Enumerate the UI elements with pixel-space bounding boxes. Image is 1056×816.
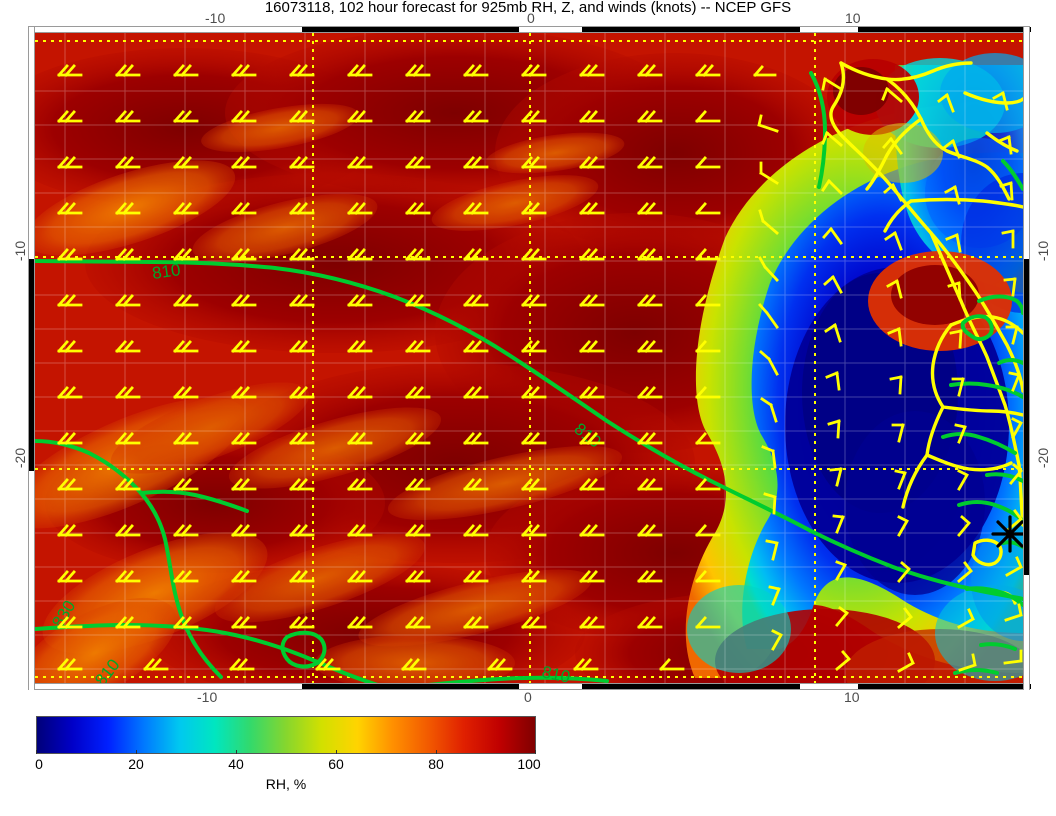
colorbar-label-20: 20 bbox=[128, 756, 144, 772]
rh-shading-northeast bbox=[827, 53, 1023, 351]
x-tick-bottom-1: 0 bbox=[524, 689, 532, 705]
colorbar-tick bbox=[36, 750, 37, 754]
colorbar-label-60: 60 bbox=[328, 756, 344, 772]
x-tick-bottom-2: 10 bbox=[844, 689, 860, 705]
colorbar-tick bbox=[236, 750, 237, 754]
axis-border-right bbox=[1023, 26, 1030, 691]
colorbar-axis-title: RH, % bbox=[265, 776, 307, 792]
colorbar-tick bbox=[436, 750, 437, 754]
axis-border-top bbox=[28, 26, 1031, 33]
x-tick-top-2: 10 bbox=[845, 10, 861, 26]
x-tick-top-0: -10 bbox=[205, 10, 226, 26]
colorbar-tick bbox=[336, 750, 337, 754]
colorbar bbox=[36, 716, 536, 754]
station-marker-icon bbox=[991, 515, 1023, 553]
y-tick-right-0: -10 bbox=[1035, 240, 1051, 262]
colorbar-label-40: 40 bbox=[228, 756, 244, 772]
y-tick-right-1: -20 bbox=[1035, 447, 1051, 469]
wind-barb-field bbox=[57, 64, 1023, 673]
geopotential-height-contours bbox=[35, 71, 1023, 683]
page-title: 16073118, 102 hour forecast for 925mb RH… bbox=[264, 0, 792, 16]
map-plot-area[interactable]: 810 810 830 810 810 bbox=[35, 33, 1023, 683]
colorbar-label-100: 100 bbox=[517, 756, 541, 772]
x-tick-bottom-0: -10 bbox=[197, 689, 218, 705]
colorbar-label-0: 0 bbox=[35, 756, 43, 772]
y-tick-left-1: -20 bbox=[12, 447, 28, 469]
colorbar-tick bbox=[535, 750, 536, 754]
colorbar-label-80: 80 bbox=[428, 756, 444, 772]
axis-border-bottom bbox=[28, 683, 1031, 690]
colorbar-tick bbox=[136, 750, 137, 754]
axis-border-left bbox=[28, 26, 35, 691]
x-tick-top-1: 0 bbox=[527, 10, 535, 26]
colorbar-gradient bbox=[36, 716, 536, 754]
contour-label: 810 bbox=[540, 662, 572, 683]
plot-frame: 810 810 830 810 810 bbox=[28, 26, 1031, 691]
contour-label: 810 bbox=[151, 260, 182, 283]
y-tick-left-0: -10 bbox=[12, 240, 28, 262]
